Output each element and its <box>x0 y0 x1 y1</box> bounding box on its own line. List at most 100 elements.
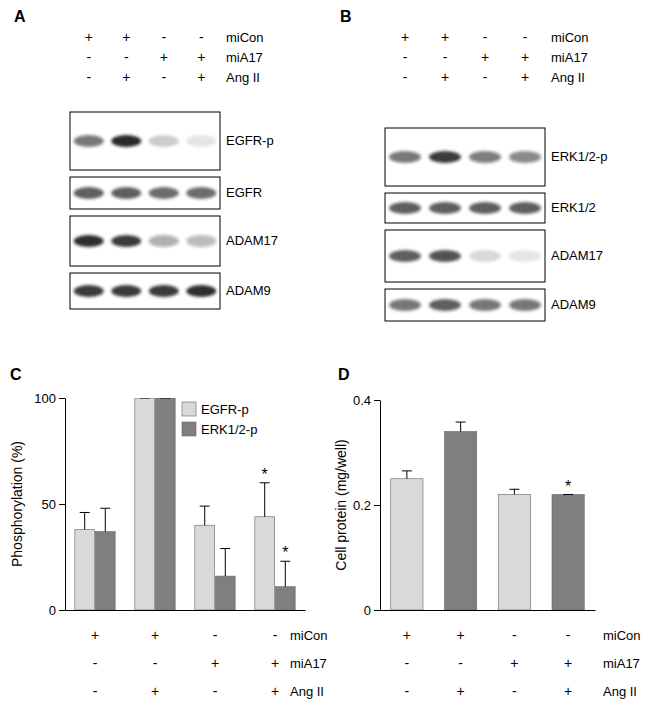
legend: EGFR-pERK1/2-p <box>182 402 257 437</box>
error-bar-cap <box>140 398 150 399</box>
bar <box>195 525 215 610</box>
condition-sign: - <box>405 683 410 699</box>
blot-label: ADAM9 <box>551 297 596 312</box>
blot-band <box>111 285 141 297</box>
error-bar-cap <box>509 489 519 490</box>
y-tick-label: 50 <box>42 497 56 512</box>
blot-band <box>74 187 104 199</box>
blot-label: EGFR-p <box>226 133 274 148</box>
panel-letter: A <box>14 8 26 25</box>
error-bar-cap <box>100 508 110 509</box>
error-bar-stem <box>406 471 407 479</box>
bar <box>275 587 295 610</box>
error-bar <box>100 508 110 531</box>
blot-frame <box>70 216 220 266</box>
legend-swatch <box>182 402 196 416</box>
condition-label: Ang II <box>551 70 585 85</box>
legend-label: EGFR-p <box>201 402 249 417</box>
error-bar-stem <box>225 549 226 577</box>
condition-sign: - <box>213 627 218 643</box>
error-bar <box>220 549 230 577</box>
significance-marker: * <box>282 544 288 561</box>
blot-band <box>469 250 501 262</box>
error-bar <box>160 398 170 399</box>
blot-band <box>509 151 541 163</box>
condition-sign: - <box>213 683 218 699</box>
y-tick: 0.2 <box>353 498 380 513</box>
y-axis: 00.20.4 <box>353 393 381 618</box>
blot-label: ERK1/2-p <box>551 149 607 164</box>
plot-area <box>391 422 585 610</box>
blot-band <box>186 187 216 199</box>
bar <box>215 576 235 610</box>
condition-sign: - <box>403 49 408 65</box>
blot-band <box>429 250 461 262</box>
condition-label: Ang II <box>290 684 324 699</box>
blot-frame <box>70 112 220 170</box>
error-bar-stem <box>264 483 265 517</box>
blot-label: ADAM17 <box>551 248 603 263</box>
chart-panel: D00.20.4Cell protein (mg/well)*++--miCon… <box>333 366 641 699</box>
y-tick-mark <box>374 400 380 401</box>
condition-sign: - <box>93 683 98 699</box>
blot-frame <box>385 230 545 282</box>
blot-panel: A++--miCon--++miA17-+-+Ang IIEGFR-pEGFRA… <box>14 8 278 309</box>
condition-sign: + <box>271 655 279 671</box>
condition-sign: + <box>441 69 449 85</box>
condition-label: miCon <box>551 30 589 45</box>
significance-marker: * <box>262 466 268 483</box>
y-tick-label: 100 <box>34 391 56 406</box>
error-bar <box>456 422 466 431</box>
condition-sign: + <box>85 29 93 45</box>
y-tick-mark <box>59 610 65 611</box>
blot-label: ERK1/2 <box>551 200 596 215</box>
blot-band <box>509 202 541 214</box>
error-bar <box>509 489 519 494</box>
error-bar <box>260 483 270 517</box>
y-tick-mark <box>59 398 65 399</box>
blot-band <box>186 235 216 247</box>
condition-sign: + <box>122 69 130 85</box>
condition-sign: + <box>441 29 449 45</box>
blot-band <box>509 250 541 262</box>
y-tick-label: 0.2 <box>353 498 371 513</box>
y-tick-mark <box>59 504 65 505</box>
error-bar <box>200 506 210 525</box>
bar <box>445 432 477 611</box>
y-axis-title: Cell protein (mg/well) <box>333 439 349 570</box>
blot-band <box>149 235 179 247</box>
bar <box>95 532 115 610</box>
error-bar <box>402 471 412 479</box>
y-tick-label: 0.4 <box>353 393 371 408</box>
blot-frame <box>385 193 545 223</box>
significance-marker: * <box>565 478 571 495</box>
blot-band <box>111 235 141 247</box>
condition-sign: - <box>199 29 204 45</box>
blot-band <box>509 299 541 311</box>
blot-frame <box>385 128 545 186</box>
blot-frame <box>70 177 220 209</box>
y-tick: 100 <box>34 391 65 406</box>
blot-frame <box>70 273 220 309</box>
bar <box>255 517 275 610</box>
plot-area <box>75 398 295 610</box>
blot-band <box>429 299 461 311</box>
panel-letter: B <box>340 8 352 25</box>
condition-label: Ang II <box>603 684 637 699</box>
error-bar-stem <box>204 506 205 525</box>
blot-frame <box>385 289 545 321</box>
condition-sign: - <box>405 655 410 671</box>
condition-sign: - <box>161 69 166 85</box>
condition-sign: + <box>481 49 489 65</box>
panel-letter: C <box>10 366 22 383</box>
y-axis-line <box>380 401 381 611</box>
bar <box>498 495 530 611</box>
error-bar <box>280 561 290 586</box>
condition-sign: + <box>401 29 409 45</box>
condition-sign: + <box>521 49 529 65</box>
error-bar-stem <box>84 512 85 529</box>
condition-sign: + <box>151 627 159 643</box>
condition-sign: + <box>510 655 518 671</box>
blot-label: ADAM9 <box>226 283 271 298</box>
blot-band <box>74 135 104 147</box>
